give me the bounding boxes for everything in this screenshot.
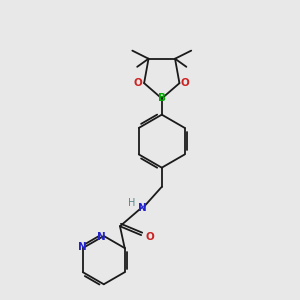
Text: B: B <box>158 94 166 103</box>
Text: O: O <box>181 78 190 88</box>
Text: O: O <box>145 232 154 242</box>
Text: O: O <box>134 78 142 88</box>
Text: N: N <box>97 232 106 242</box>
Text: N: N <box>79 242 87 252</box>
Text: H: H <box>128 198 135 208</box>
Text: N: N <box>138 203 147 213</box>
